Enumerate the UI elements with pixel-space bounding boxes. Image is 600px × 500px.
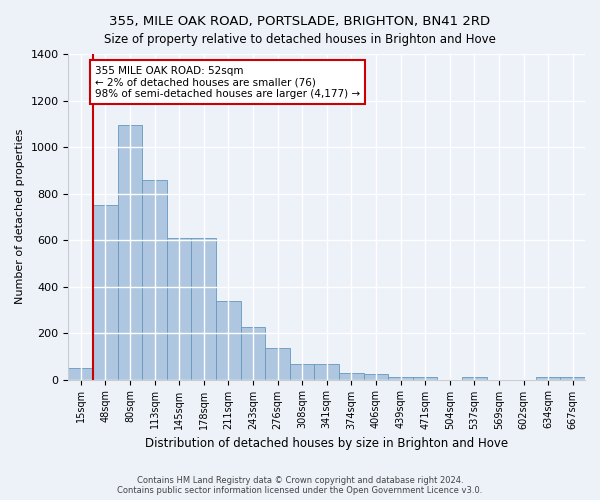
Bar bbox=[364, 374, 388, 380]
Bar bbox=[560, 376, 585, 380]
Bar bbox=[388, 376, 413, 380]
Bar bbox=[536, 376, 560, 380]
X-axis label: Distribution of detached houses by size in Brighton and Hove: Distribution of detached houses by size … bbox=[145, 437, 508, 450]
Bar bbox=[68, 368, 93, 380]
Bar bbox=[191, 238, 216, 380]
Text: Size of property relative to detached houses in Brighton and Hove: Size of property relative to detached ho… bbox=[104, 32, 496, 46]
Bar bbox=[142, 180, 167, 380]
Text: Contains HM Land Registry data © Crown copyright and database right 2024.
Contai: Contains HM Land Registry data © Crown c… bbox=[118, 476, 482, 495]
Bar bbox=[290, 364, 314, 380]
Bar bbox=[118, 125, 142, 380]
Bar bbox=[216, 300, 241, 380]
Bar bbox=[314, 364, 339, 380]
Bar bbox=[265, 348, 290, 380]
Bar bbox=[339, 372, 364, 380]
Y-axis label: Number of detached properties: Number of detached properties bbox=[15, 129, 25, 304]
Bar bbox=[93, 205, 118, 380]
Bar bbox=[167, 238, 191, 380]
Bar bbox=[241, 327, 265, 380]
Bar bbox=[462, 376, 487, 380]
Bar bbox=[413, 377, 437, 380]
Text: 355, MILE OAK ROAD, PORTSLADE, BRIGHTON, BN41 2RD: 355, MILE OAK ROAD, PORTSLADE, BRIGHTON,… bbox=[109, 15, 491, 28]
Text: 355 MILE OAK ROAD: 52sqm
← 2% of detached houses are smaller (76)
98% of semi-de: 355 MILE OAK ROAD: 52sqm ← 2% of detache… bbox=[95, 66, 360, 99]
